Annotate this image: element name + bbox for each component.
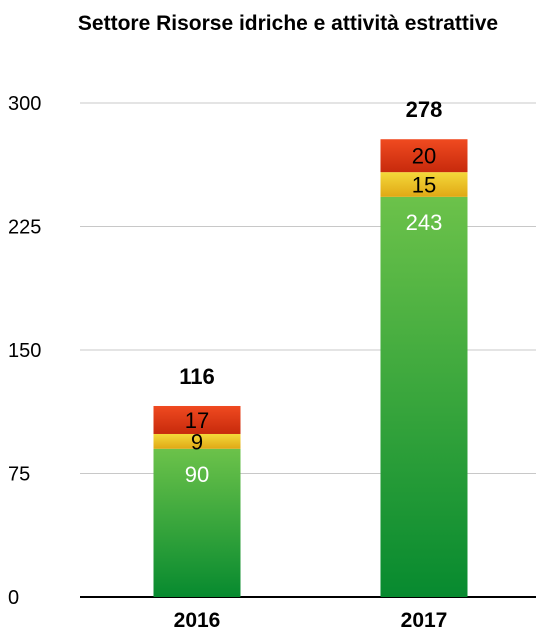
data-label: 20 [412,144,436,169]
y-tick-label: 150 [8,340,41,362]
data-label: 90 [185,462,209,487]
y-tick-label: 300 [8,93,41,115]
bar-segment [380,196,468,598]
x-tick-label: 2016 [174,609,221,632]
total-label: 116 [179,364,215,389]
y-tick-label: 75 [8,464,30,486]
bar-segment [380,139,468,173]
data-label: 9 [191,429,203,454]
x-tick-label: 2017 [401,609,448,632]
bar-segment [153,405,241,434]
chart-title: Settore Risorse idriche e attività estra… [77,12,499,35]
total-label: 278 [406,97,443,122]
data-label: 15 [412,173,436,198]
y-tick-label: 0 [8,587,19,609]
y-tick-label: 225 [8,217,41,239]
bar-segment [153,433,241,449]
bar-segment [153,448,241,597]
data-label: 17 [185,408,209,433]
data-label: 243 [406,210,443,235]
bar-segment [380,172,468,197]
